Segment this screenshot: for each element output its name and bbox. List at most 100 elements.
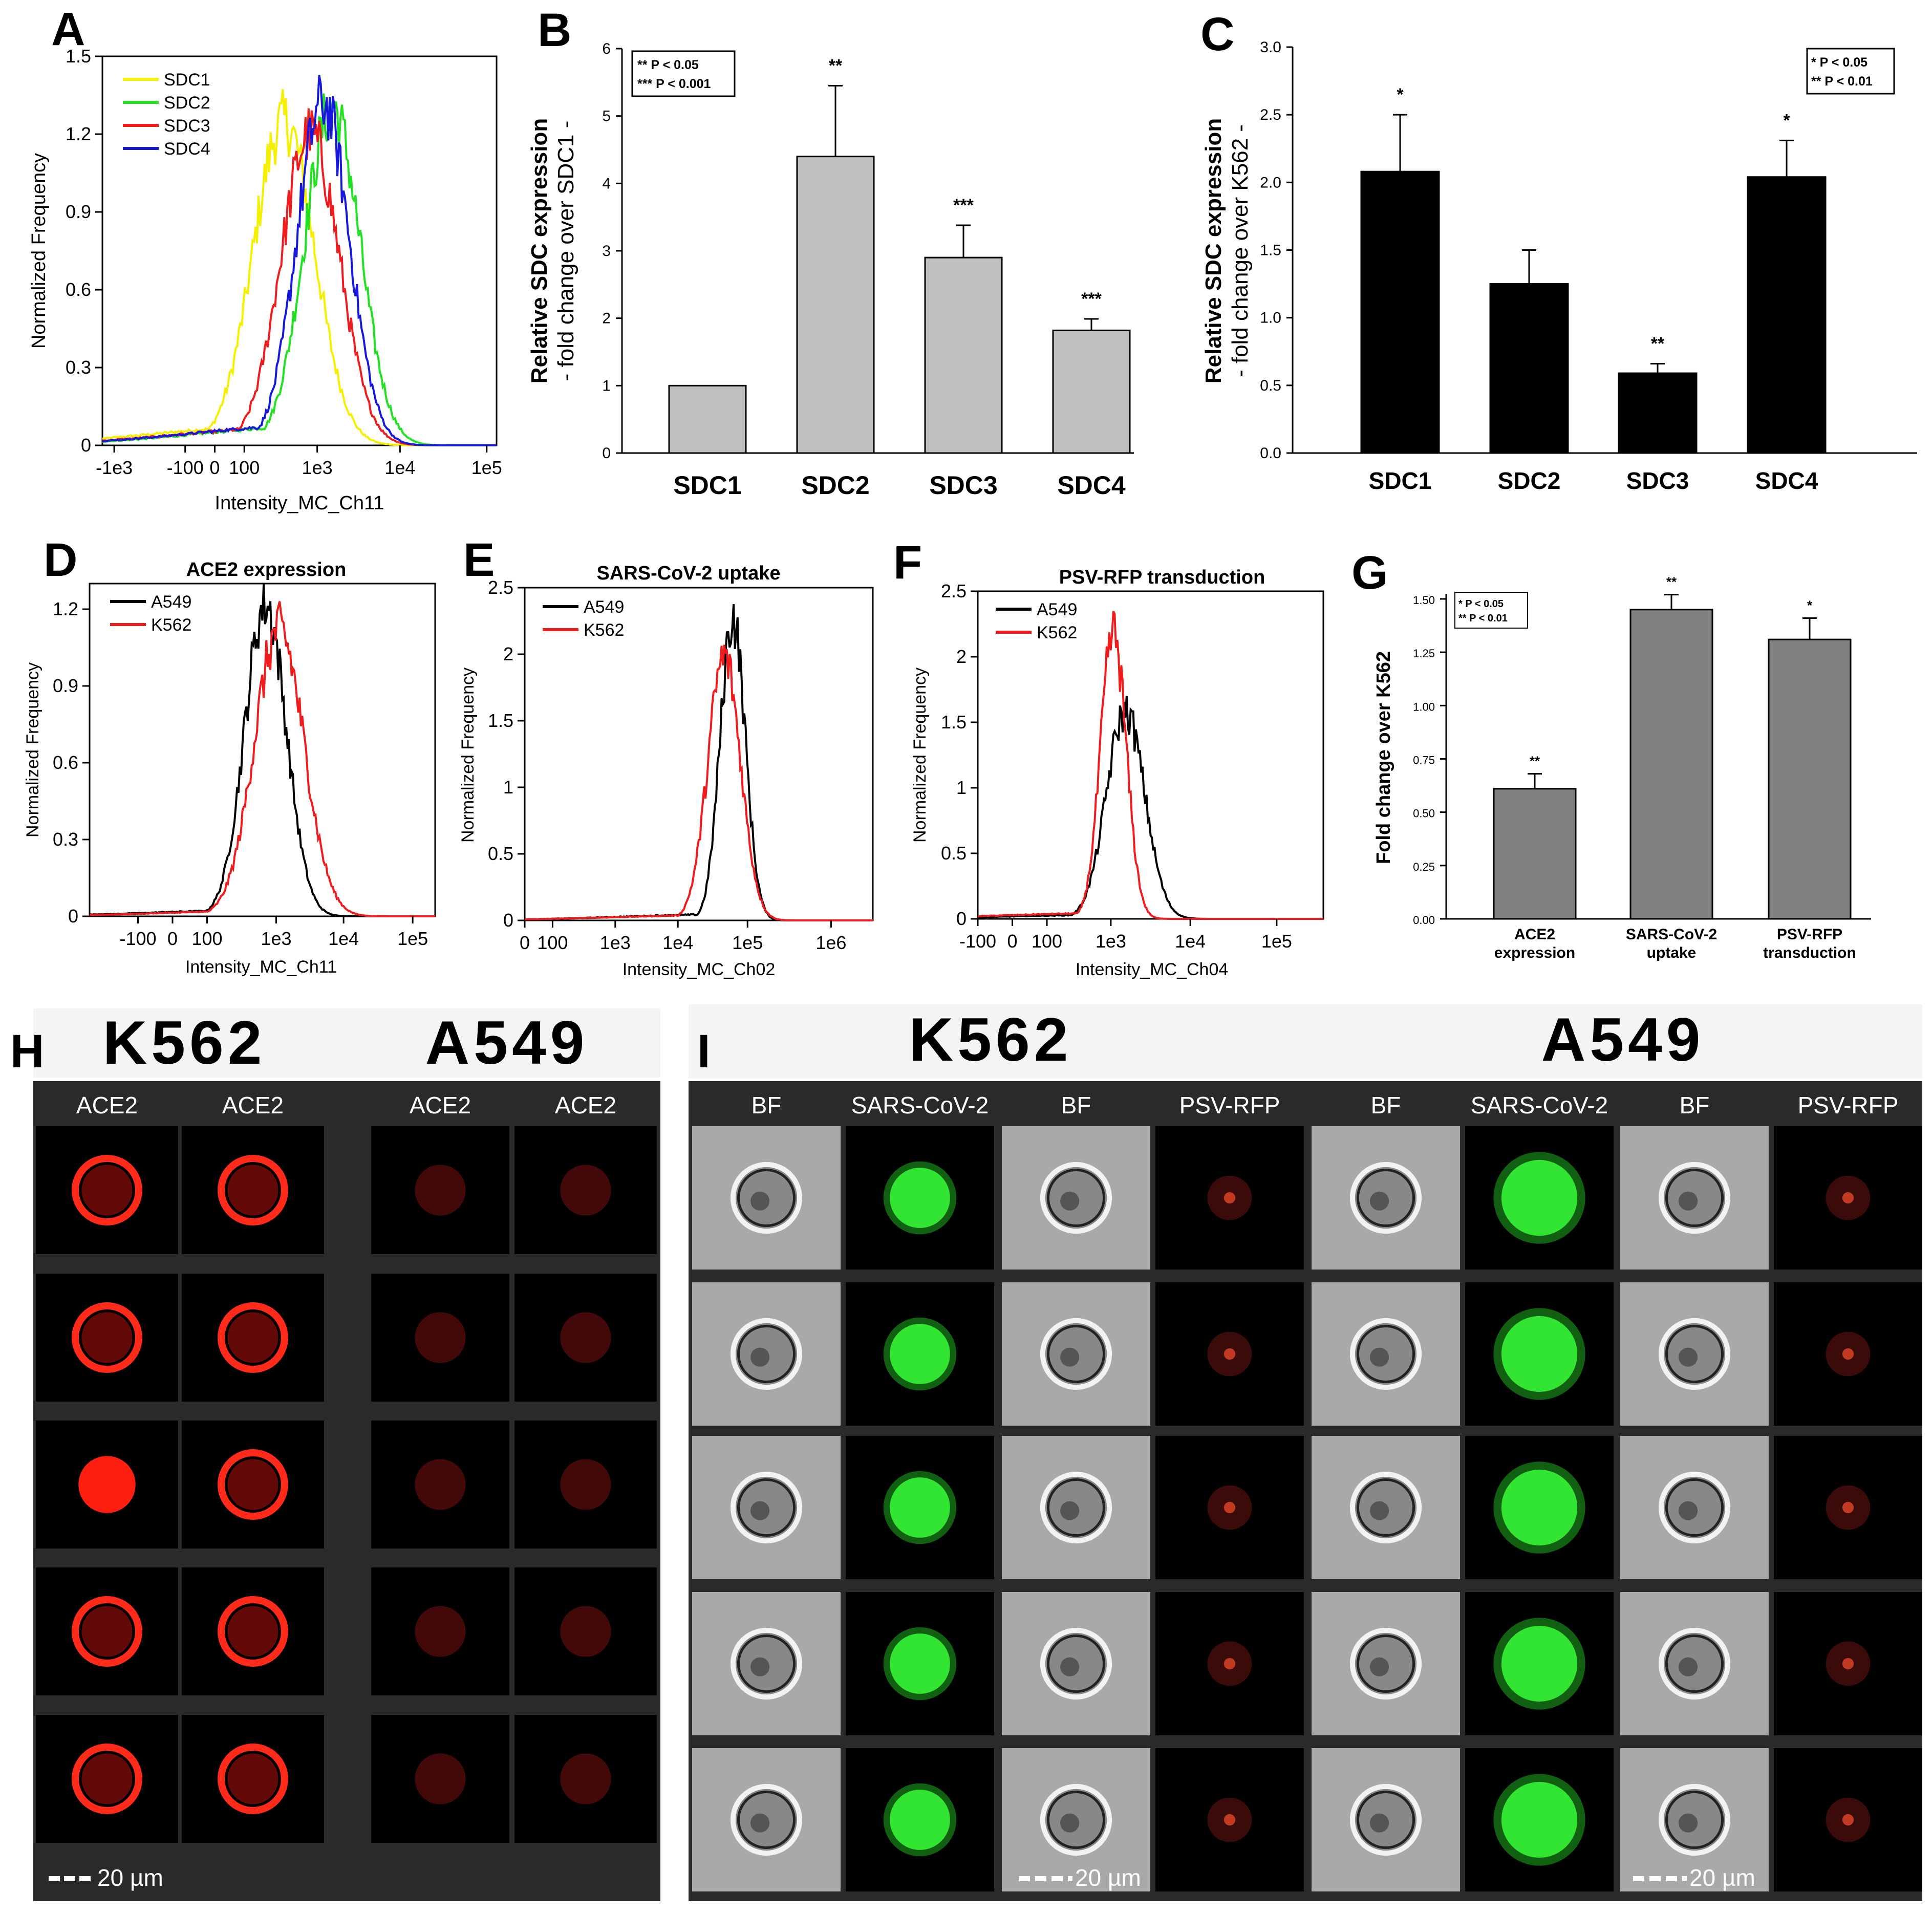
- significance-0: *: [1397, 85, 1404, 104]
- panel-d-xlabel: Intensity_MC_Ch11: [185, 957, 337, 977]
- category-label-2: transduction: [1763, 944, 1856, 961]
- i-cell-r2-c2-membrane: [1046, 1478, 1106, 1537]
- i-col-header-0: BF: [752, 1092, 782, 1119]
- i-cell-r4-c6: [1620, 1748, 1769, 1891]
- xtick-label: 0: [520, 932, 530, 953]
- bar-1: [1629, 609, 1713, 920]
- ytick-label: 0: [503, 910, 513, 931]
- xtick-label: 1e5: [471, 457, 502, 478]
- h-cell-r1-c3: [514, 1274, 657, 1402]
- legend-label-sdc3: SDC3: [164, 116, 210, 136]
- panel-g-pbox-line1: * P < 0.05: [1458, 598, 1504, 610]
- i-cell-r1-c6: [1620, 1282, 1769, 1426]
- i-cell-r2-c4-membrane: [1356, 1478, 1415, 1537]
- ytick-label: 0.3: [53, 829, 78, 850]
- i-cell-r2-c1-cell: [890, 1477, 950, 1538]
- i-cell-r3-c0-nucleus: [750, 1657, 770, 1676]
- panel-d-plot: [89, 583, 435, 917]
- panel-b-pbox: [631, 50, 736, 97]
- i-cell-r2-c6: [1620, 1436, 1769, 1579]
- i-cell-r4-c2: [1002, 1748, 1150, 1891]
- legend-label-k562: K562: [1037, 623, 1077, 642]
- ytick-label: 0: [68, 906, 78, 927]
- i-cell-r1-c3-spot: [1223, 1348, 1236, 1360]
- i-cell-r2-c4: [1312, 1436, 1460, 1579]
- legend-label-a549: A549: [151, 592, 191, 612]
- h-cell-r0-c2: [371, 1126, 509, 1254]
- ytick-label: 3.0: [1260, 39, 1281, 56]
- ytick-label: 0: [956, 908, 967, 929]
- i-cell-r1-c5-cell: [1501, 1316, 1578, 1392]
- ytick-label: 1.0: [1260, 310, 1281, 327]
- panel-a: A 00.30.60.91.21.5 -1e3 -100 0 100 1e3 1e4 1e5…: [28, 3, 502, 514]
- h-cell-r2-c0: [36, 1421, 178, 1549]
- i-cell-r0-c6-membrane: [1665, 1168, 1724, 1228]
- h-cell-r1-c0-cell: [81, 1312, 133, 1363]
- panel-f: F PSV-RFP transduction 0 0.5 1 1.5 2 2.5 -100…: [893, 536, 1324, 979]
- xtick-label: 1e5: [1261, 931, 1292, 952]
- i-cell-r4-c4-nucleus: [1370, 1813, 1389, 1833]
- panel-g-pbox-line2: ** P < 0.01: [1458, 613, 1508, 624]
- i-scalebar-label-1: 20 µm: [1689, 1864, 1755, 1891]
- i-cell-r2-c0-membrane: [737, 1478, 796, 1537]
- i-cell-r3-c2: [1002, 1592, 1150, 1735]
- i-cell-r0-c7: [1774, 1126, 1922, 1270]
- h-cell-r1-c1-ring: [218, 1302, 288, 1373]
- i-cell-r4-c6-nucleus: [1679, 1813, 1698, 1833]
- xtick-label: 1e4: [328, 928, 359, 949]
- h-cell-r4-c0-cell: [81, 1753, 133, 1804]
- ytick-label: 0.5: [941, 843, 967, 864]
- i-cell-r4-c0-membrane: [737, 1790, 796, 1850]
- category-label-0: ACE2: [1514, 926, 1555, 943]
- xtick-label: 1e4: [1175, 931, 1206, 952]
- bar-3: [1747, 176, 1827, 454]
- bar-2: [1618, 372, 1698, 454]
- h-cell-r1-c1: [182, 1274, 324, 1402]
- ytick-label: 0.6: [66, 279, 91, 300]
- h-cell-r3-c2: [371, 1567, 509, 1695]
- h-cell-r1-c0-ring: [72, 1302, 142, 1373]
- h-cell-r0-c2-cell: [415, 1165, 466, 1216]
- i-cell-r4-c4: [1312, 1748, 1460, 1891]
- i-cell-r0-c4-nucleus: [1370, 1191, 1389, 1211]
- panel-f-xticks: -100 0 100 1e3 1e4 1e5: [959, 919, 1292, 952]
- panel-d-ylabel: Normalized Frequency: [23, 662, 42, 837]
- i-cell-r0-c2: [1002, 1126, 1150, 1270]
- i-cell-r4-c2-nucleus: [1060, 1813, 1080, 1833]
- significance-0: **: [1530, 754, 1540, 769]
- h-cell-r4-c3: [514, 1715, 657, 1843]
- xtick-label: 1e3: [600, 932, 631, 953]
- i-cell-r4-c4-membrane: [1356, 1790, 1415, 1850]
- h-cell-r2-c3-cell: [560, 1459, 611, 1510]
- h-cell-r3-c0-ring: [72, 1596, 142, 1667]
- panel-d-letter: D: [44, 534, 77, 586]
- xtick-label: 1e6: [815, 932, 846, 953]
- panel-f-axes: [977, 590, 1324, 920]
- i-cell-r0-c7-spot: [1842, 1192, 1854, 1204]
- panel-a-yticks: 0 0.3 0.6 0.9 1.2 1.5: [66, 46, 102, 456]
- bar-0: [1360, 170, 1440, 454]
- i-cell-r1-c2: [1002, 1282, 1150, 1426]
- series-line-k562: [977, 611, 1323, 920]
- significance-1: **: [829, 56, 843, 75]
- bar-1: [1489, 283, 1569, 454]
- h-scalebar-label: 20 µm: [97, 1864, 163, 1891]
- category-label-2: SDC3: [929, 471, 997, 500]
- panel-b-letter: B: [538, 4, 571, 56]
- h-cell-r4-c2-cell: [415, 1753, 466, 1804]
- panel-i-cell-grid: BF SARS-CoV-2 BF PSV-RFP BF SARS-CoV-2 BF PSV-R…: [692, 1092, 1922, 1891]
- panel-h: H K562 A549 ACE2 ACE2 ACE2 ACE2 20 µm: [10, 1008, 660, 1901]
- i-cell-r4-c0: [692, 1748, 841, 1891]
- h-cell-r1-c1-cell: [227, 1312, 278, 1363]
- ytick-label: 1.50: [1413, 594, 1435, 607]
- xtick-label: -100: [119, 928, 156, 949]
- panel-f-title: PSV-RFP transduction: [1059, 567, 1265, 588]
- panel-c-pbox: [1806, 48, 1895, 95]
- panel-a-letter: A: [51, 3, 85, 55]
- h-cell-r0-c0: [36, 1126, 178, 1254]
- xtick-label: -100: [959, 931, 996, 952]
- panel-d-yticks: 0 0.3 0.6 0.9 1.2: [53, 598, 90, 927]
- panel-i-title-k562: K562: [909, 1005, 1072, 1074]
- panel-g-plot: 0.00 0.25 0.50 0.75 1.00 1.25 1.50 ** ACE2expres…: [1413, 574, 1856, 961]
- i-cell-r0-c2-nucleus: [1060, 1191, 1080, 1211]
